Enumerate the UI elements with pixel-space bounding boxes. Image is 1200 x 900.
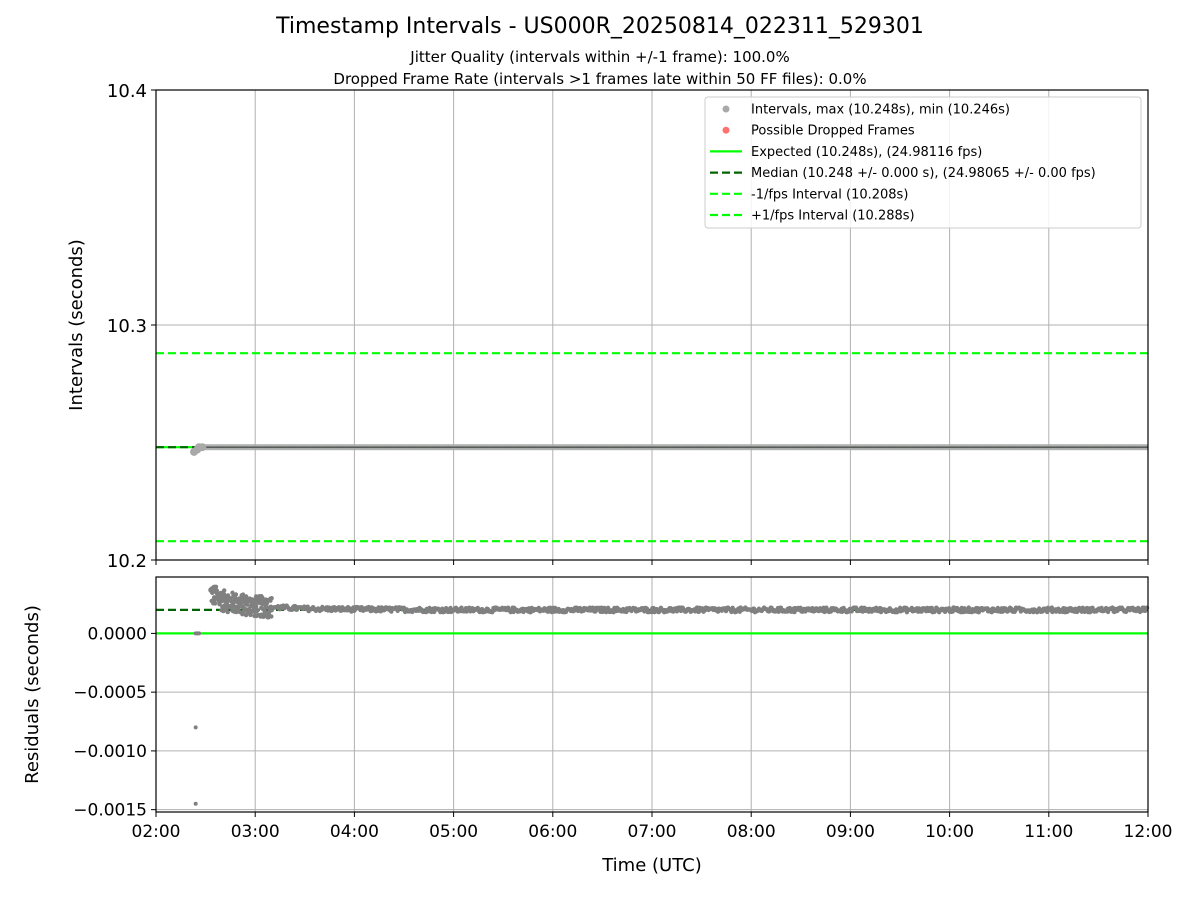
chart-title: Timestamp Intervals - US000R_20250814_02… [276,14,924,39]
y-axis-label-residuals: Residuals (seconds) [22,605,43,784]
residual-point [212,601,218,606]
x-tick-label-2: 04:00 [330,822,379,842]
y-tick-label-intervals-2: 10.4 [107,81,147,102]
residual-point [243,612,249,618]
residual-point [230,590,235,595]
legend-label-3: Median (10.248 +/- 0.000 s), (24.98065 +… [751,166,1096,181]
residual-point [213,584,219,589]
y-tick-label-intervals-1: 10.3 [107,316,147,337]
residual-outlier-0 [193,725,198,730]
x-tick-label-3: 05:00 [429,822,478,842]
x-tick-label-1: 03:00 [231,822,280,842]
legend-marker-intervals [722,105,730,113]
residual-point [644,606,650,611]
y-tick-label-residuals-2: −0.0010 [73,742,147,762]
residual-point [221,588,227,593]
x-tick-label-4: 06:00 [528,822,577,842]
residual-point [253,603,259,609]
x-tick-label-8: 10:00 [925,822,974,842]
legend-box [704,96,1142,229]
legend-label-1: Possible Dropped Frames [751,124,915,139]
y-tick-label-intervals-0: 10.2 [107,551,147,572]
interval-point-3 [198,443,207,452]
residual-point [1090,605,1095,610]
y-axis-label-intervals: Intervals (seconds) [66,239,87,411]
legend-label-2: Expected (10.248s), (24.98116 fps) [751,145,982,160]
x-tick-label-6: 08:00 [727,822,776,842]
residual-point [233,592,239,597]
legend-marker-dropped [722,126,730,134]
legend-label-4: -1/fps Interval (10.208s) [751,187,908,202]
residual-point [1087,609,1093,615]
residual-point [798,605,803,611]
residual-point [787,605,792,611]
y-tick-label-residuals-1: −0.0005 [73,683,147,703]
x-axis-label: Time (UTC) [601,855,702,876]
residual-outlier-1 [193,801,198,806]
y-tick-label-residuals-3: −0.0015 [73,801,147,821]
residual-point [966,605,971,610]
residual-point [269,596,274,601]
residual-point [255,607,260,613]
x-tick-label-9: 11:00 [1024,822,1073,842]
residual-zero-point-2 [196,631,201,636]
residual-point [244,602,250,607]
x-tick-label-10: 12:00 [1124,822,1173,842]
chart-subtitle-jitter: Jitter Quality (intervals within +/-1 fr… [410,48,790,66]
legend-label-5: +1/fps Interval (10.288s) [751,209,915,224]
residual-point [225,609,230,615]
x-tick-label-7: 09:00 [826,822,875,842]
residual-point [269,614,274,619]
legend-label-0: Intervals, max (10.248s), min (10.246s) [751,103,1010,118]
x-tick-label-5: 07:00 [628,822,677,842]
residual-points [208,584,1150,620]
y-tick-label-residuals-0: 0.0000 [88,624,147,644]
chart-subtitle-dropped: Dropped Frame Rate (intervals >1 frames … [333,70,867,88]
x-tick-label-0: 02:00 [132,822,181,842]
